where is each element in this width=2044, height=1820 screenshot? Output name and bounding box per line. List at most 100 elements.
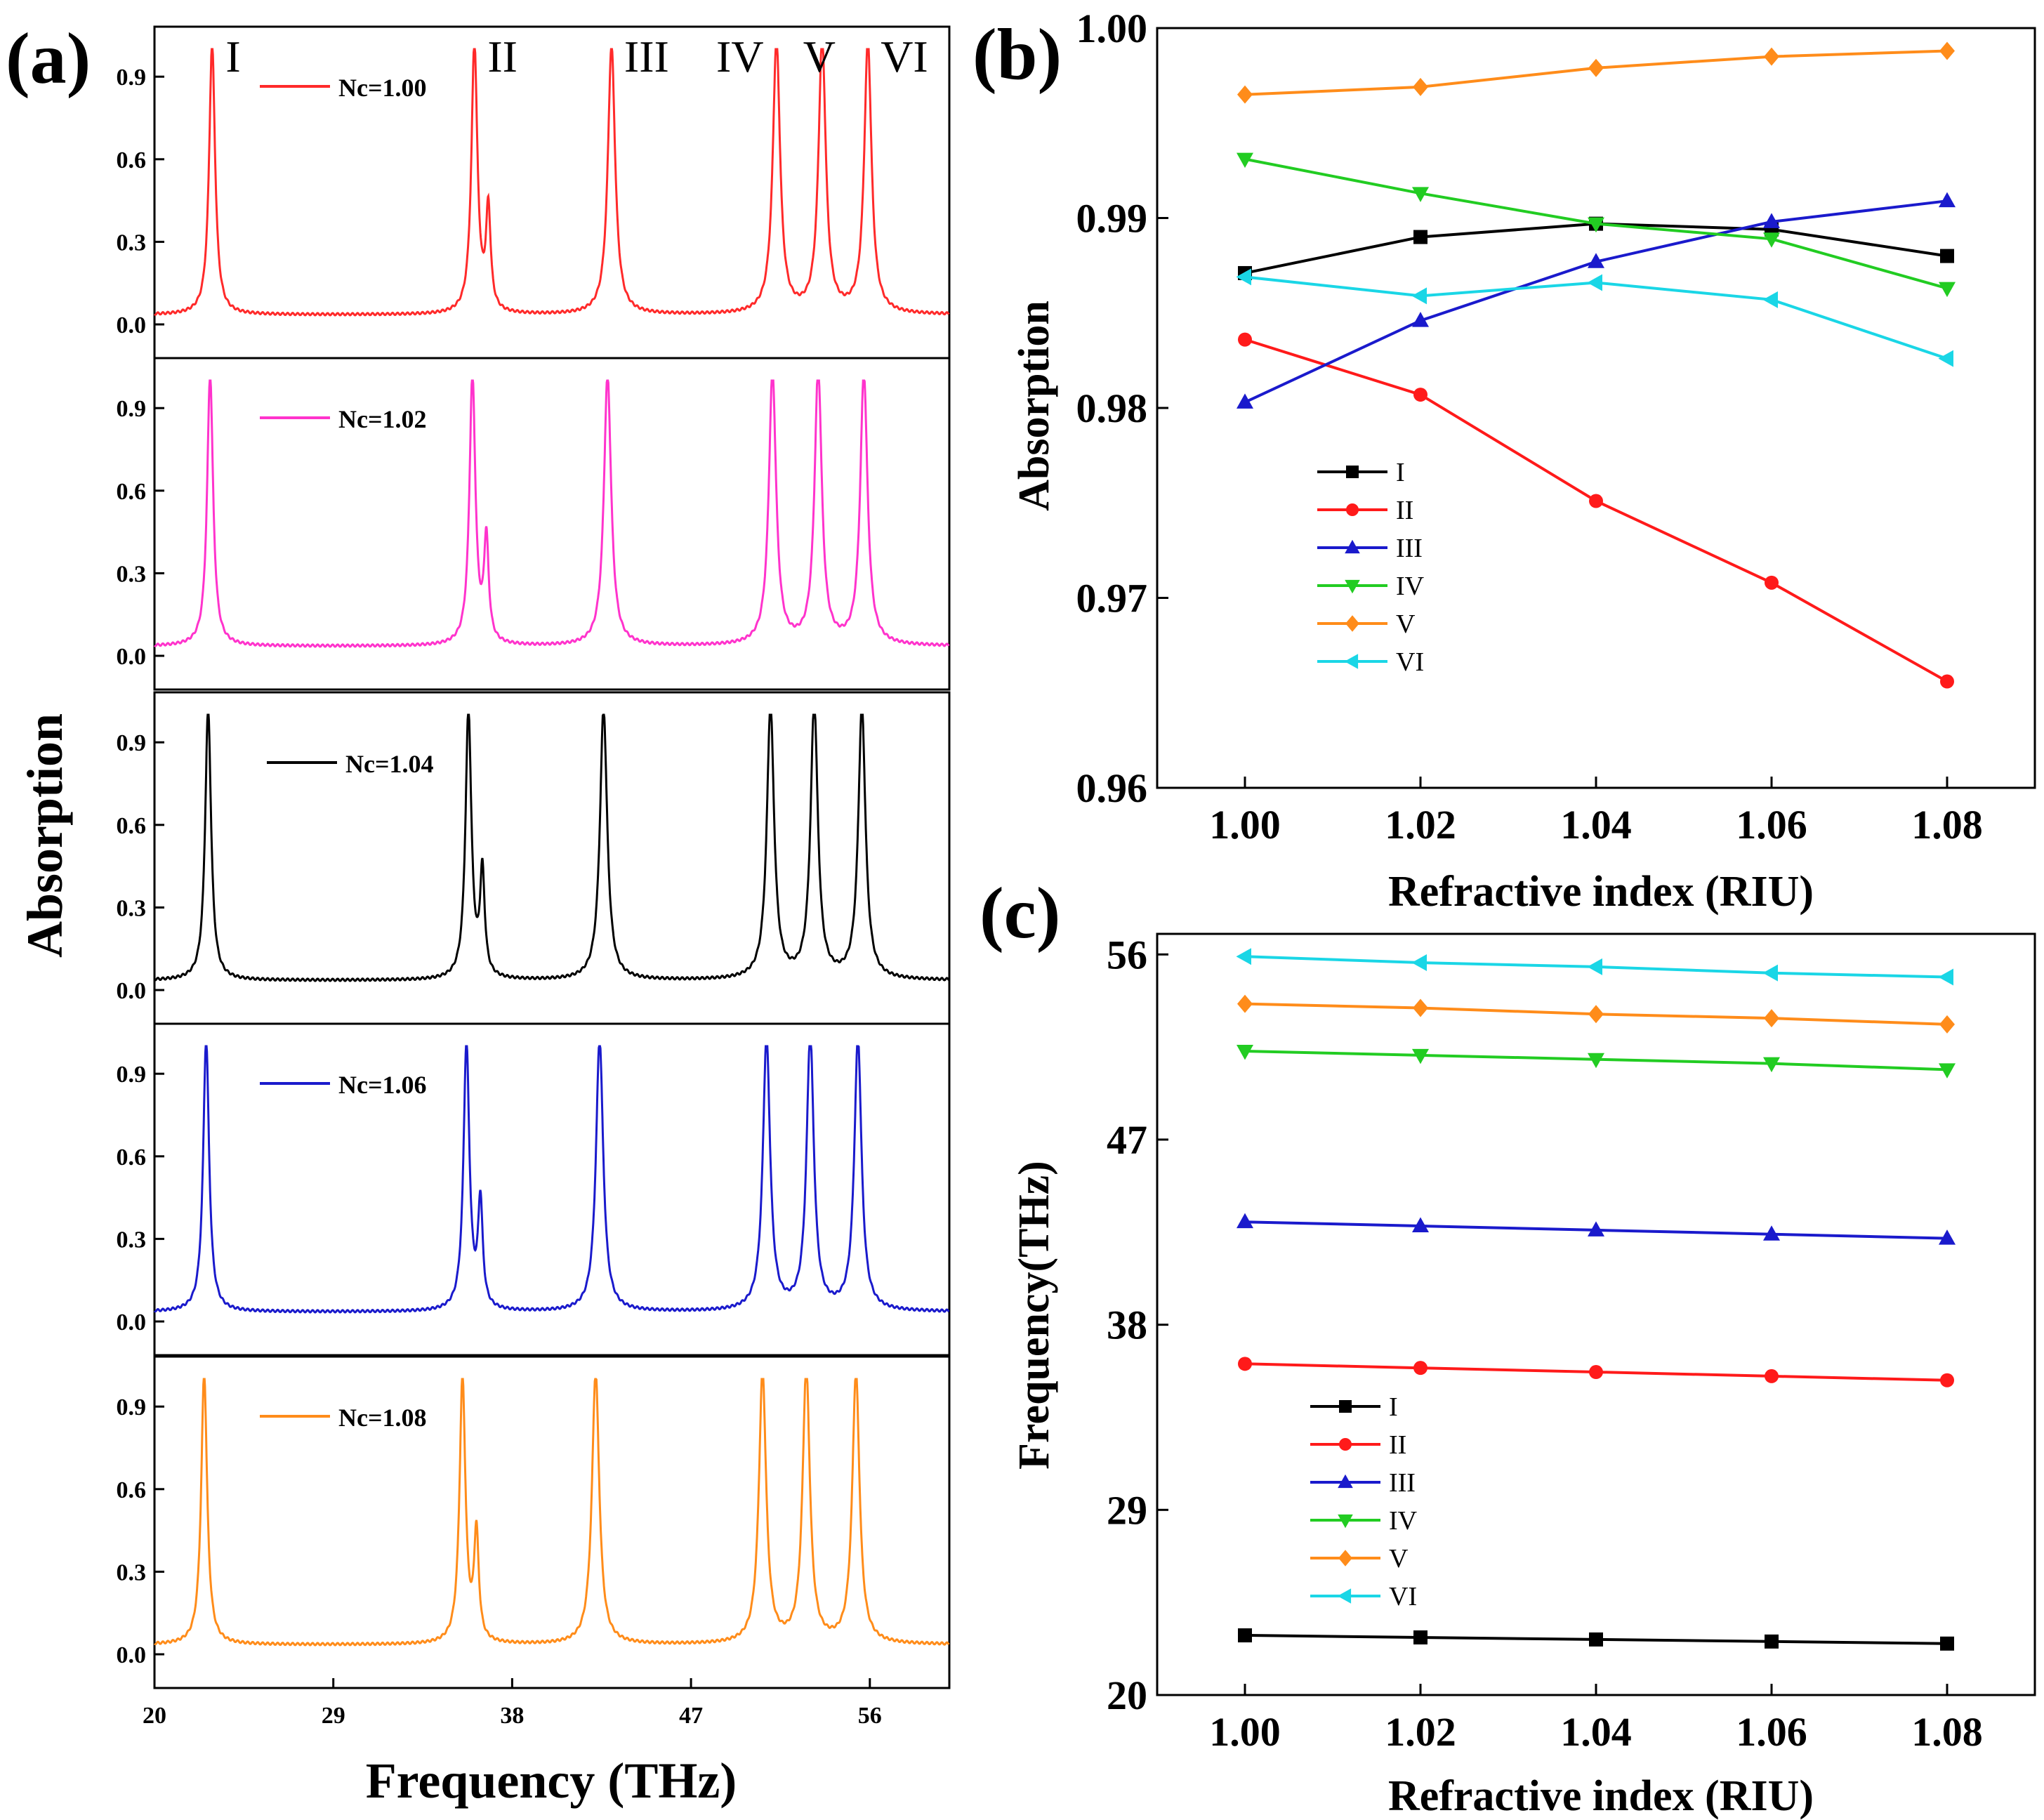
y-tick-label: 0.96 — [1076, 765, 1148, 811]
y-tick-label: 47 — [1107, 1117, 1147, 1163]
data-point — [1938, 350, 1953, 367]
series-V — [1237, 41, 1955, 104]
y-tick-label: 0.3 — [117, 895, 147, 921]
data-point — [1588, 1053, 1604, 1069]
legend-label: II — [1396, 496, 1413, 525]
plot-frame — [1156, 932, 2036, 1696]
y-tick-label: 38 — [1107, 1303, 1147, 1348]
data-point — [1237, 1044, 1253, 1060]
data-point — [1939, 1015, 1955, 1034]
legend-label: I — [1396, 458, 1405, 487]
panel-a: 0.00.30.60.9 Nc=1.000.00.30.60.9 Nc=1.020.… — [117, 25, 951, 1729]
peak-label: I — [225, 32, 240, 81]
data-point — [1589, 1632, 1603, 1647]
data-point — [1940, 1636, 1954, 1651]
peak-label: VI — [881, 32, 928, 81]
data-point — [1763, 232, 1780, 248]
series-IV — [1237, 1044, 1956, 1079]
y-tick-label: 0.6 — [117, 1145, 147, 1171]
x-tick-label: 1.02 — [1385, 802, 1456, 848]
y-tick-label: 0.6 — [117, 147, 147, 173]
legend-label: Nc=1.06 — [338, 1071, 427, 1099]
data-point — [1588, 217, 1604, 233]
x-tick-label: 1.04 — [1560, 802, 1632, 848]
data-point — [1413, 388, 1427, 402]
x-tick-label: 56 — [858, 1703, 882, 1729]
y-tick-label: 20 — [1107, 1673, 1147, 1718]
data-point — [1412, 1217, 1429, 1233]
y-tick-label: 0.97 — [1076, 576, 1148, 621]
y-tick-label: 29 — [1107, 1487, 1147, 1533]
data-point — [1939, 1229, 1956, 1245]
legend-marker — [1345, 539, 1360, 554]
data-point — [1762, 964, 1778, 982]
data-point — [1940, 249, 1954, 263]
panel-c: 1.00 1.02 1.04 1.06 1.082029384756IIIIIIIVVV… — [1107, 932, 2036, 1755]
legend-label: III — [1396, 534, 1423, 563]
x-tick-label: 20 — [143, 1703, 166, 1729]
legend-label: I — [1389, 1392, 1398, 1422]
x-tick-label: 1.06 — [1736, 1709, 1807, 1755]
legend-label: V — [1396, 609, 1416, 639]
data-point — [1940, 674, 1954, 689]
data-point — [1411, 287, 1427, 305]
legend-label: V — [1389, 1544, 1409, 1574]
subplot-frame — [153, 1022, 951, 1357]
spectrum-line — [154, 48, 950, 317]
series-VI — [1236, 948, 1953, 986]
plot-frame — [1156, 27, 2036, 789]
panel-a-ylabel: Absorption — [17, 713, 73, 958]
y-tick-label: 0.0 — [117, 312, 147, 338]
panel-b-label: (b) — [972, 14, 1062, 95]
series-III — [1237, 1213, 1956, 1245]
legend-marker — [1338, 1514, 1353, 1529]
y-tick-label: 0.99 — [1076, 196, 1148, 242]
x-tick-label: 1.00 — [1209, 1709, 1281, 1755]
legend-marker — [1338, 1474, 1353, 1489]
legend-label: Nc=1.02 — [338, 405, 427, 433]
series-II — [1238, 332, 1954, 689]
y-tick-label: 0.0 — [117, 1310, 147, 1336]
peak-label: II — [487, 32, 517, 81]
data-point — [1588, 58, 1604, 77]
peak-label: V — [803, 32, 836, 81]
spectrum-line — [153, 713, 950, 982]
data-point — [1237, 1213, 1253, 1229]
data-point — [1764, 1009, 1779, 1028]
series-IV — [1237, 152, 1956, 298]
data-point — [1412, 312, 1429, 327]
y-tick-label: 0.6 — [117, 479, 147, 505]
spectrum-line — [154, 1378, 950, 1647]
panel-a-label: (a) — [6, 18, 91, 99]
data-point — [1763, 1225, 1780, 1241]
legend-label: II — [1389, 1430, 1406, 1460]
data-point — [1237, 85, 1253, 104]
data-point — [1938, 968, 1953, 986]
data-point — [1588, 1221, 1604, 1237]
y-tick-label: 0.3 — [117, 230, 147, 256]
data-point — [1939, 282, 1956, 298]
legend-marker — [1345, 579, 1360, 594]
y-tick-label: 0.9 — [117, 396, 147, 422]
data-point — [1588, 1005, 1604, 1024]
y-tick-label: 0.6 — [117, 1477, 147, 1503]
legend-marker — [1344, 654, 1359, 669]
spectrum-subplot: 0.0 0.3 0.6 0.9 Nc=1.02 — [117, 357, 951, 691]
panel-c-ylabel: Frequency(THz) — [1010, 1161, 1058, 1470]
data-point — [1238, 1357, 1252, 1371]
subplot-frame — [153, 357, 951, 691]
series-VI — [1236, 268, 1953, 367]
panel-a-xlabel: Frequency (THz) — [366, 1753, 737, 1809]
y-tick-label: 0.3 — [117, 561, 147, 587]
x-tick-label: 1.06 — [1736, 802, 1807, 848]
data-point — [1587, 274, 1602, 291]
y-tick-label: 0.9 — [117, 1394, 147, 1420]
y-tick-label: 0.6 — [117, 813, 147, 839]
legend-marker — [1346, 466, 1359, 478]
data-point — [1413, 77, 1428, 96]
legend-label: III — [1389, 1468, 1416, 1498]
legend-marker — [1338, 1550, 1352, 1567]
series-II — [1238, 1357, 1954, 1387]
